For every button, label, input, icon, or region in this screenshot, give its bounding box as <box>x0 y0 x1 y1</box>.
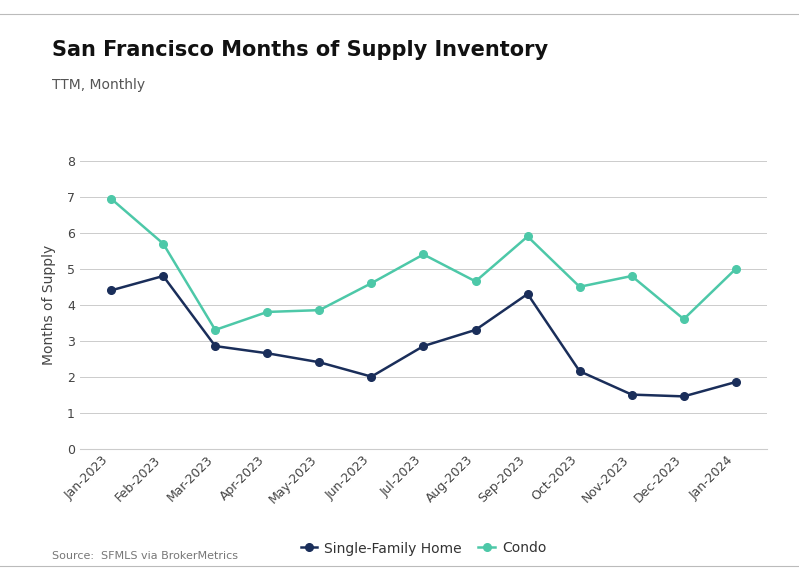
Condo <box>679 316 689 323</box>
Condo <box>158 240 168 247</box>
Single-Family Home <box>679 393 689 400</box>
Single-Family Home <box>574 368 584 375</box>
Condo <box>731 266 741 273</box>
Single-Family Home <box>315 359 324 366</box>
Condo <box>367 279 376 286</box>
Single-Family Home <box>419 343 428 350</box>
Single-Family Home <box>210 343 220 350</box>
Condo <box>210 327 220 334</box>
Single-Family Home <box>523 290 532 297</box>
Text: TTM, Monthly: TTM, Monthly <box>52 78 145 91</box>
Single-Family Home <box>367 373 376 380</box>
Line: Single-Family Home: Single-Family Home <box>107 272 740 400</box>
Text: San Francisco Months of Supply Inventory: San Francisco Months of Supply Inventory <box>52 40 548 60</box>
Single-Family Home <box>627 391 637 398</box>
Condo <box>419 251 428 258</box>
Text: Source:  SFMLS via BrokerMetrics: Source: SFMLS via BrokerMetrics <box>52 551 238 561</box>
Condo <box>523 233 532 240</box>
Condo <box>627 273 637 279</box>
Single-Family Home <box>158 273 168 279</box>
Condo <box>471 278 480 285</box>
Condo <box>106 196 116 202</box>
Y-axis label: Months of Supply: Months of Supply <box>42 244 56 365</box>
Legend: Single-Family Home, Condo: Single-Family Home, Condo <box>295 536 552 561</box>
Single-Family Home <box>106 287 116 294</box>
Single-Family Home <box>471 327 480 334</box>
Line: Condo: Condo <box>107 195 740 334</box>
Single-Family Home <box>263 350 272 356</box>
Condo <box>574 283 584 290</box>
Single-Family Home <box>731 378 741 385</box>
Condo <box>315 306 324 313</box>
Condo <box>263 308 272 315</box>
